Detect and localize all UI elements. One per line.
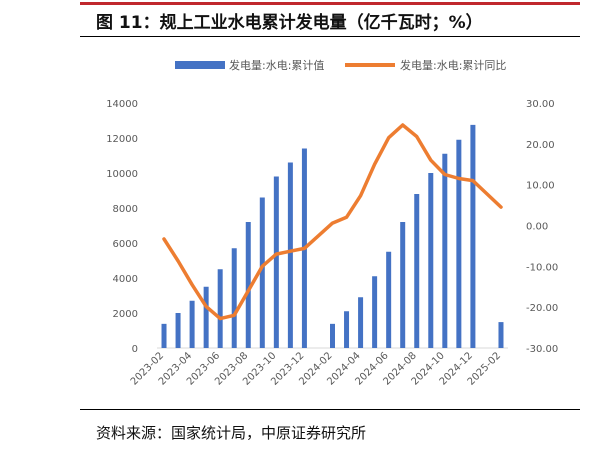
bar-2023-10: [273, 176, 279, 348]
y-right-tick-label: 0.00: [526, 222, 548, 233]
y-left-axis: 0 2000 4000 6000 8000 10000 12000 14000: [106, 99, 138, 355]
bar-2023-06: [217, 269, 223, 348]
bar-2024-04: [358, 297, 364, 348]
figure-title: 图 11：规上工业水电累计发电量（亿千瓦时；%）: [96, 13, 483, 33]
bar-2024-05: [372, 276, 378, 348]
y-right-axis: -30.00 -20.00 -10.00 0.00 10.00 20.00 30.00: [526, 99, 558, 355]
y-right-tick-label: -10.00: [526, 262, 558, 273]
bar-2023-08: [245, 222, 251, 348]
bottom-rule: [80, 409, 580, 410]
y-left-tick-label: 0: [132, 344, 138, 355]
bar-2024-03: [344, 311, 350, 348]
bar-2024-10: [442, 153, 448, 348]
y-left-tick-label: 14000: [106, 99, 138, 110]
y-right-tick-label: 30.00: [526, 99, 555, 110]
bar-2025-02: [498, 322, 504, 348]
legend-bar-swatch: [175, 61, 225, 69]
bar-2023-03: [175, 313, 181, 348]
bar-2023-09: [259, 197, 265, 348]
line-series: [162, 123, 503, 321]
y-left-tick-label: 12000: [106, 134, 138, 145]
bar-2024-12: [470, 124, 476, 348]
bar-2023-04: [189, 300, 195, 348]
bar-2023-11: [287, 162, 293, 348]
y-left-tick-label: 8000: [113, 204, 138, 215]
bar-2023-02: [161, 323, 167, 348]
bar-2024-07: [400, 222, 406, 348]
bar-2023-05: [203, 286, 209, 348]
title-rule: [80, 36, 580, 37]
bar-series: [161, 124, 504, 348]
y-right-tick-label: 10.00: [526, 181, 555, 192]
y-left-tick-label: 10000: [106, 169, 138, 180]
y-right-tick-label: 20.00: [526, 140, 555, 151]
bar-2024-09: [428, 173, 434, 348]
bar-2023-07: [231, 248, 237, 348]
legend-bar-label: 发电量:水电:累计值: [229, 58, 324, 72]
y-left-tick-label: 4000: [113, 274, 138, 285]
y-right-tick-label: -30.00: [526, 344, 558, 355]
bar-2024-08: [414, 194, 420, 348]
source-note: 资料来源：国家统计局，中原证券研究所: [96, 424, 367, 442]
legend: 发电量:水电:累计值 发电量:水电:累计同比: [175, 58, 506, 72]
x-axis: 2023-022023-042023-062023-082023-102023-…: [129, 350, 503, 387]
yoy-line: [162, 123, 503, 321]
bar-2024-02: [330, 323, 335, 348]
top-accent-rule: [80, 2, 580, 5]
chart-area: 发电量:水电:累计值 发电量:水电:累计同比 0 2000 4000 6000 8000…: [106, 58, 558, 388]
y-right-tick-label: -20.00: [526, 303, 558, 314]
y-left-tick-label: 2000: [113, 309, 138, 320]
bar-2024-06: [386, 251, 392, 348]
legend-line-label: 发电量:水电:累计同比: [400, 58, 506, 72]
y-left-tick-label: 6000: [113, 239, 138, 250]
bar-2024-11: [456, 139, 462, 348]
